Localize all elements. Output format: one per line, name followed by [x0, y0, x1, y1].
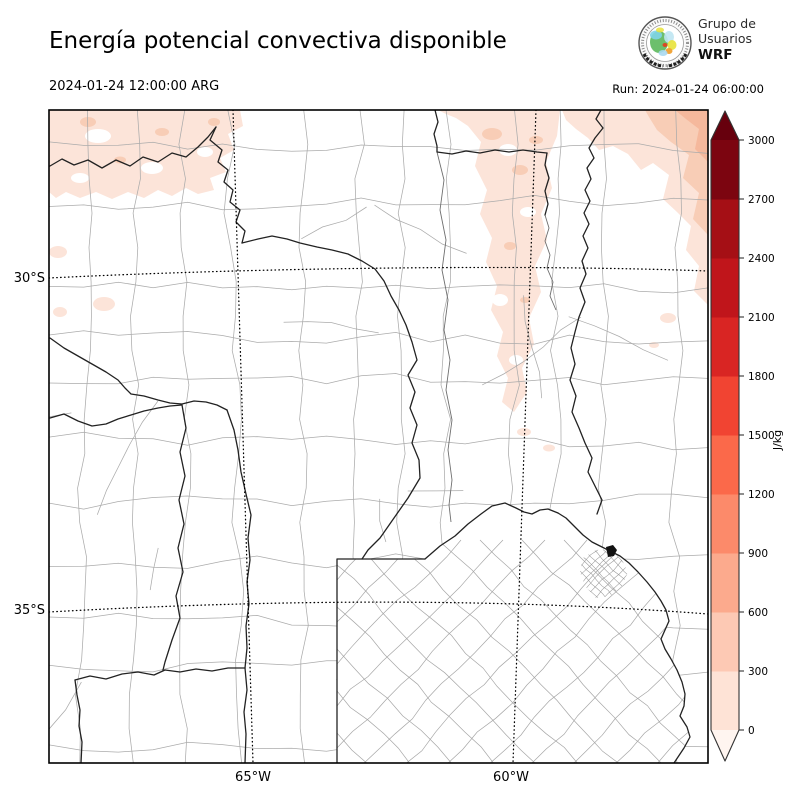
logo-line3-wrf: WRF [698, 46, 733, 63]
colorbar: 0 300 600 900 1200 1500 1800 2100 2400 2700 3000 J/… [710, 110, 784, 762]
buenos-aires-partidos-mesh [337, 539, 690, 763]
colorbar-tick-2700: 2700 [748, 194, 775, 206]
logo-line2: Usuarios [698, 31, 753, 47]
graticule-gridlines [49, 110, 708, 763]
colorbar-tick-0: 0 [748, 725, 755, 737]
cape-shading-patches [49, 110, 708, 452]
page-title: Energía potencial convectiva disponible [49, 28, 507, 54]
lon-label-65w: 65°W [235, 770, 271, 785]
province-borders [49, 110, 691, 763]
logo-text: Grupo de Usuarios WRF [698, 16, 756, 63]
greater-buenos-aires-mesh [580, 549, 628, 598]
colorbar-tick-300: 300 [748, 666, 768, 678]
colorbar-tick-1200: 1200 [748, 489, 775, 501]
colorbar-unit-label: J/kg [771, 430, 784, 451]
lon-label-60w: 60°W [493, 770, 529, 785]
wrf-users-group-logo: Grupo de Usuarios WRF [636, 12, 770, 78]
logo-globe-icon [638, 16, 692, 70]
colorbar-tick-1500: 1500 [748, 430, 775, 442]
valid-time-label: 2024-01-24 12:00:00 ARG [49, 79, 220, 94]
buenos-aires-city-marker [606, 545, 617, 557]
colorbar-tick-3000: 3000 [748, 135, 775, 147]
lat-label-30s: 30°S [14, 271, 45, 286]
map-border [48, 109, 709, 764]
axis-labels: 30°S 35°S 65°W 60°W [14, 271, 529, 785]
department-borders-mesh [49, 110, 708, 763]
gridline-35s [49, 601, 708, 615]
colorbar-tick-2100: 2100 [748, 312, 775, 324]
colorbar-tick-600: 600 [748, 607, 768, 619]
colorbar-tick-1800: 1800 [748, 371, 775, 383]
colorbar-tick-900: 900 [748, 548, 768, 560]
secondary-borders [436, 151, 557, 523]
gridline-65w [232, 110, 254, 763]
colorbar-tick-2400: 2400 [748, 253, 775, 265]
gridline-60w [512, 110, 537, 763]
logo-line1: Grupo de [698, 16, 756, 31]
model-run-label: Run: 2024-01-24 06:00:00 [612, 82, 764, 96]
lat-label-35s: 35°S [14, 603, 45, 618]
